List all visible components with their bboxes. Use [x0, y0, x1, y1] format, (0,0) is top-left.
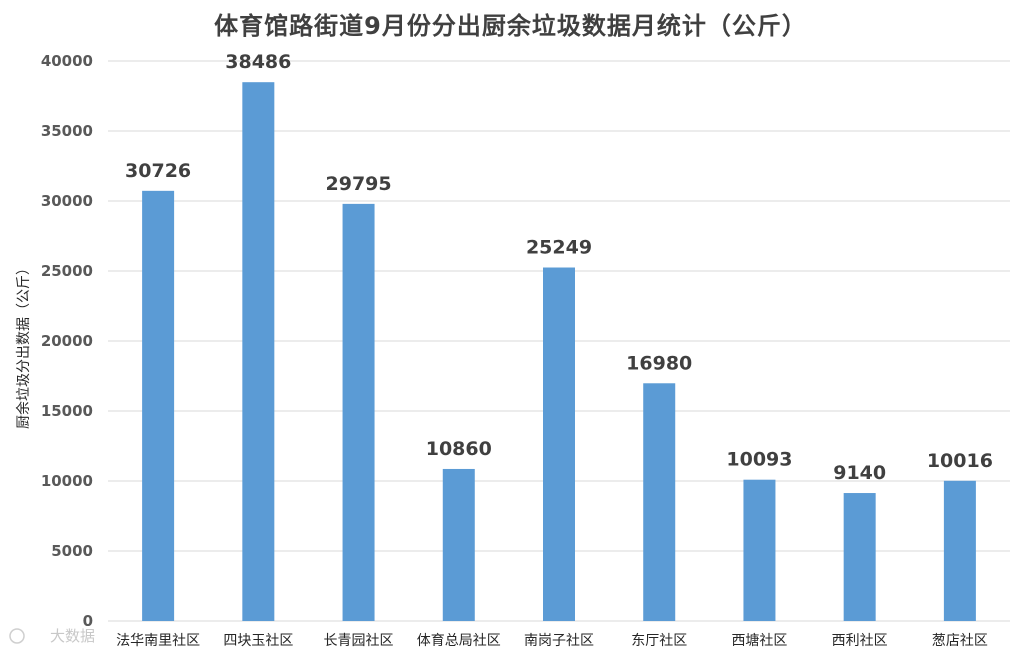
y-axis-label: 厨余垃圾分出数据（公斤）: [15, 261, 32, 429]
data-labels: 30726 38486 29795 10860 25249 16980 10093 9140 1…: [125, 51, 993, 484]
x-category-label: 西塘社区: [731, 633, 787, 649]
data-label: 10860: [426, 438, 492, 460]
bar: [943, 480, 976, 621]
bars: [142, 82, 976, 622]
x-category-label: 葱店社区: [932, 633, 988, 649]
bar: [743, 479, 776, 621]
x-category-label: 长青园社区: [324, 633, 394, 649]
y-tick-label: 5000: [51, 542, 93, 560]
y-tick-label: 20000: [41, 332, 93, 350]
bar: [543, 267, 575, 621]
x-category-label: 西利社区: [832, 633, 888, 649]
data-label: 29795: [326, 173, 392, 195]
y-tick-label: 30000: [41, 192, 93, 210]
bar: [442, 468, 475, 621]
x-category-label: 四块玉社区: [223, 633, 293, 649]
bar: [242, 82, 275, 622]
watermark-text: 大数据: [50, 627, 95, 645]
data-label: 30726: [125, 160, 191, 182]
y-tick-label: 40000: [41, 52, 93, 70]
x-category-label: 东厅社区: [631, 633, 687, 649]
data-label: 10093: [726, 449, 792, 471]
watermark: 大数据: [9, 627, 95, 645]
x-category-label: 体育总局社区: [417, 633, 501, 649]
y-tick-label: 35000: [41, 122, 93, 140]
y-axis-ticks: 0 5000 10000 15000 20000 25000 30000 35000 40000: [41, 52, 93, 630]
bar: [142, 190, 175, 621]
chart-title: 体育馆路街道9月份分出厨余垃圾数据月统计（公斤）: [214, 12, 807, 40]
bar: [843, 493, 876, 621]
x-axis-categories: 法华南里社区 四块玉社区 长青园社区 体育总局社区 南岗子社区 东厅社区 西塘社区 西利社区 葱…: [116, 633, 988, 649]
bar: [643, 383, 676, 621]
x-category-label: 南岗子社区: [524, 633, 594, 649]
data-label: 25249: [526, 237, 592, 259]
watermark-icon: [9, 628, 25, 644]
bar: [342, 203, 375, 621]
data-label: 16980: [626, 352, 692, 374]
x-category-label: 法华南里社区: [116, 633, 200, 649]
data-label: 9140: [833, 462, 886, 484]
y-tick-label: 10000: [41, 472, 93, 490]
y-tick-label: 25000: [41, 262, 93, 280]
y-tick-label: 15000: [41, 402, 93, 420]
data-label: 10016: [927, 450, 993, 472]
y-tick-label: 0: [83, 612, 93, 630]
data-label: 38486: [225, 51, 291, 73]
